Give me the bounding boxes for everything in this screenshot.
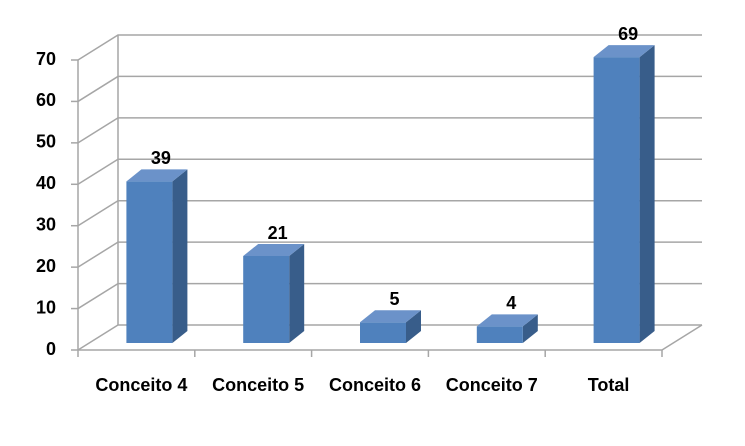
y-tick-label: 40 <box>36 173 56 193</box>
x-tick-label: Conceito 4 <box>95 375 188 395</box>
bar-top <box>593 45 655 58</box>
bar-top <box>126 169 188 182</box>
y-tick-label: 70 <box>36 49 56 69</box>
bar-side <box>522 314 538 343</box>
grid-line <box>77 199 702 227</box>
x-tick-label: Total <box>587 375 630 395</box>
y-tick-label: 0 <box>46 339 56 359</box>
x-tick-label: Conceito 7 <box>445 375 538 395</box>
grid-line <box>77 282 702 310</box>
data-label: 39 <box>151 148 171 168</box>
bar-top <box>476 314 538 327</box>
data-label: 69 <box>618 24 638 44</box>
grid-line <box>77 75 702 103</box>
y-tick-label: 20 <box>36 256 56 276</box>
data-label: 5 <box>389 289 399 309</box>
bar-top <box>360 310 421 323</box>
bar <box>360 322 406 343</box>
bar <box>126 181 173 343</box>
y-tick-label: 30 <box>36 214 56 234</box>
bar-top <box>243 244 305 256</box>
data-label: 21 <box>268 223 288 243</box>
x-tick-label: Conceito 6 <box>328 375 421 395</box>
bar <box>476 326 523 343</box>
bar-side <box>172 169 188 343</box>
bar <box>243 256 290 343</box>
bar-side <box>289 244 305 343</box>
grid-line <box>77 34 702 61</box>
y-tick-label: 10 <box>36 297 56 317</box>
x-tick-label: Conceito 5 <box>212 375 305 395</box>
y-tick-label: 60 <box>36 90 56 110</box>
bar <box>593 57 640 344</box>
y-tick-label: 50 <box>36 132 56 152</box>
bar-side <box>639 45 655 344</box>
grid-line <box>77 158 702 185</box>
grid-line <box>77 117 702 144</box>
data-label: 4 <box>506 293 516 313</box>
bar-side <box>406 310 421 343</box>
grid-line <box>77 241 702 268</box>
